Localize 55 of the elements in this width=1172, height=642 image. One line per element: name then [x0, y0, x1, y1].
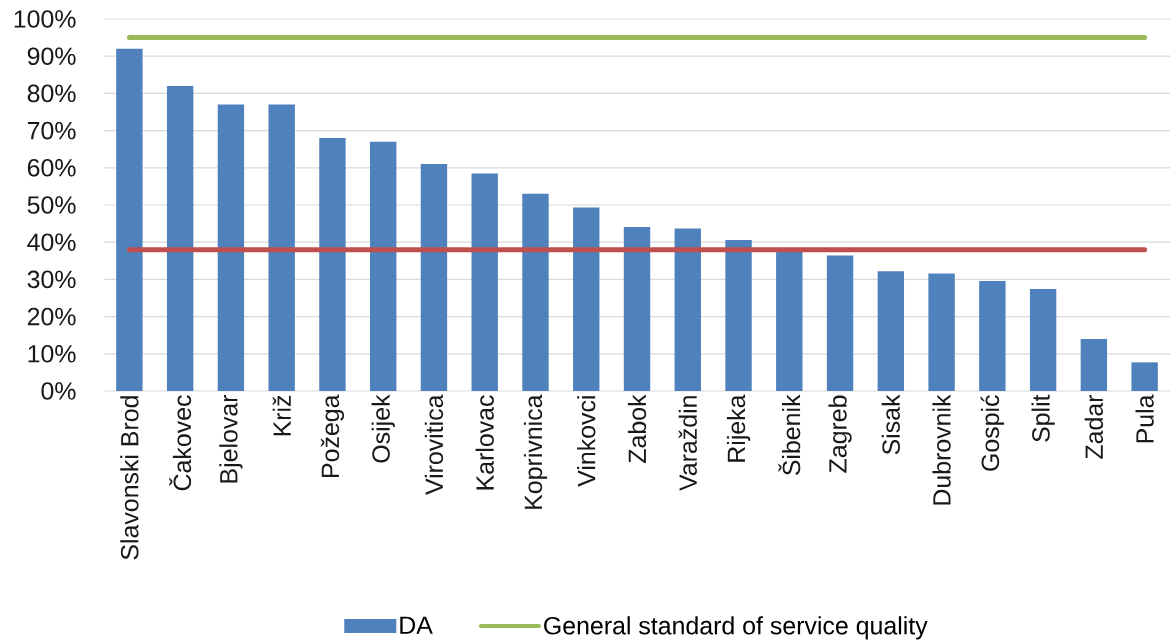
legend-label: General standard of service quality	[544, 616, 928, 640]
y-tick-label: 70%	[27, 121, 76, 140]
y-tick-label: 10%	[28, 344, 76, 363]
bar	[826, 255, 854, 391]
x-tick-label: Bjelovar	[219, 394, 243, 483]
bar	[217, 104, 245, 391]
bar	[1080, 338, 1108, 391]
y-tick-label: 90%	[27, 47, 76, 66]
x-tick-label: Sisak	[881, 394, 900, 455]
bar	[776, 249, 803, 391]
x-tick-label: Pula	[1135, 394, 1154, 443]
x-tick-label: Čakovec	[169, 395, 192, 491]
x-tick-label: Zabok	[627, 394, 647, 463]
x-tick-label: Split	[1031, 394, 1055, 442]
x-tick-label: Virovitica	[424, 394, 444, 495]
x-tick-label: Slavonski Brod	[120, 396, 139, 560]
x-tick-label: Vinkovci	[577, 396, 596, 487]
legend-label: DA	[400, 616, 433, 634]
x-tick-label: Dubrovnik	[932, 394, 951, 505]
bar	[268, 104, 295, 391]
y-tick-label: 100%	[14, 10, 76, 28]
bar	[928, 273, 955, 391]
x-tick-label: Rijeka	[726, 394, 751, 462]
bar	[420, 164, 448, 391]
x-tick-label: Šibenik	[778, 394, 801, 476]
y-tick-label: 0%	[41, 382, 76, 400]
bar	[1029, 289, 1057, 391]
y-tick-label: 20%	[27, 307, 76, 326]
y-tick-label: 40%	[27, 233, 76, 252]
y-tick-label: 30%	[27, 270, 76, 289]
y-tick-label: 80%	[27, 84, 76, 103]
x-tick-label: Karlovac	[475, 395, 494, 490]
x-tick-label: Gospić	[980, 395, 1005, 471]
bar	[1131, 362, 1158, 391]
bar	[522, 193, 549, 391]
bar	[166, 85, 194, 391]
bar	[674, 228, 701, 391]
y-tick-label: 60%	[27, 158, 76, 177]
x-tick-label: Koprivnica	[523, 394, 548, 509]
bar	[471, 173, 498, 391]
bar	[623, 226, 651, 391]
bar	[319, 138, 346, 391]
x-tick-label: Požega	[320, 394, 345, 477]
x-tick-label: Osijek	[371, 394, 395, 463]
bar	[877, 271, 905, 391]
x-tick-label: Zagreb	[828, 395, 852, 473]
x-tick-label: Križ	[272, 395, 291, 436]
y-tick-label: 50%	[27, 196, 76, 214]
x-tick-label: Zadar	[1084, 394, 1104, 459]
bar	[116, 48, 143, 391]
bar	[725, 239, 752, 391]
x-tick-label: Varaždin	[678, 396, 697, 491]
bar	[573, 207, 600, 391]
bar	[370, 141, 397, 391]
bar	[979, 280, 1006, 391]
